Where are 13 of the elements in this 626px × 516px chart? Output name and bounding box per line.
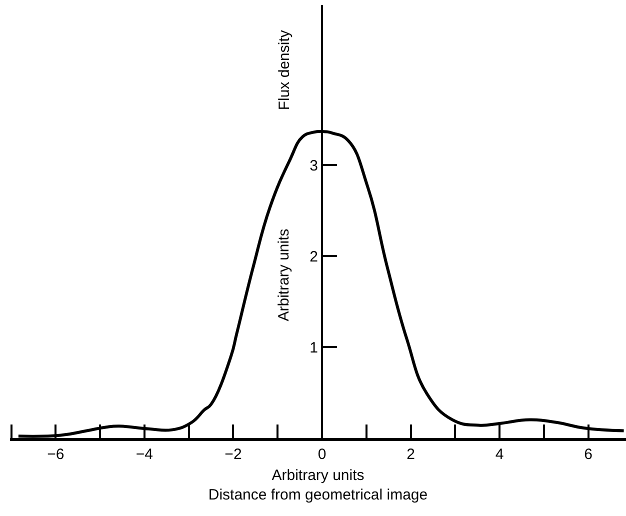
y-tick-label: 2 <box>310 248 318 266</box>
x-tick-label: 2 <box>406 446 415 463</box>
x-tick-label: −4 <box>136 446 154 463</box>
annotation: Flux density <box>276 30 293 110</box>
y-tick-label: 1 <box>310 339 318 356</box>
x-tick-label: −2 <box>224 446 242 463</box>
y-axis-title: Arbitrary units <box>276 228 293 322</box>
x-tick-label: 4 <box>495 446 504 463</box>
x-tick-label: 6 <box>584 446 592 463</box>
x-tick-label: 0 <box>318 446 326 463</box>
x-tick-label: −6 <box>47 446 64 463</box>
y-tick-label: 3 <box>310 157 318 174</box>
x-axis-title: Arbitrary units Distance from geometrical image <box>208 466 428 504</box>
